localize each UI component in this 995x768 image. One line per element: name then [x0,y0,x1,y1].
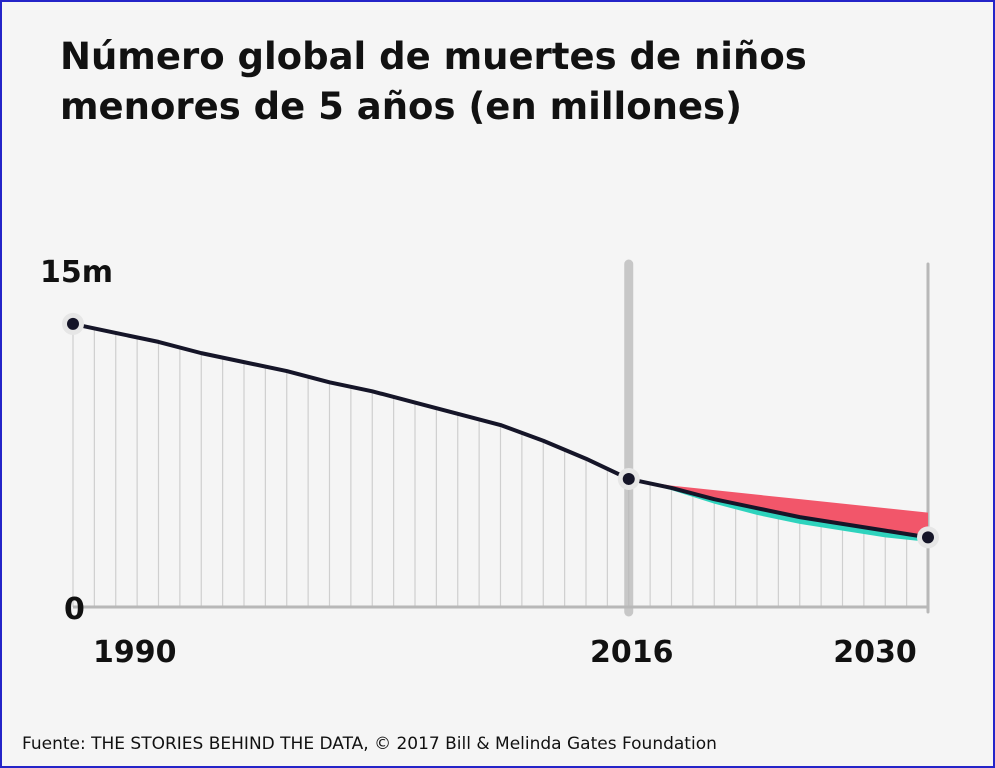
y-tick-label-0: 0 [64,592,85,627]
x-tick-label-2030: 2030 [833,635,917,670]
source-note: Fuente: THE STORIES BEHIND THE DATA, © 2… [22,734,717,754]
x-tick-label-1990: 1990 [93,635,177,670]
data-point-2030 [922,531,934,544]
upper-projection-band [628,478,928,538]
y-tick-label-15: 15m [40,255,113,290]
data-point-1990 [67,317,79,330]
data-point-2016 [622,472,635,485]
year-grid [72,323,929,607]
chart-title: Número global de muertes de niños menore… [60,35,807,128]
projection-series-line [626,476,930,540]
historical-series-line [71,321,631,481]
x-tick-label-2016: 2016 [590,635,674,670]
